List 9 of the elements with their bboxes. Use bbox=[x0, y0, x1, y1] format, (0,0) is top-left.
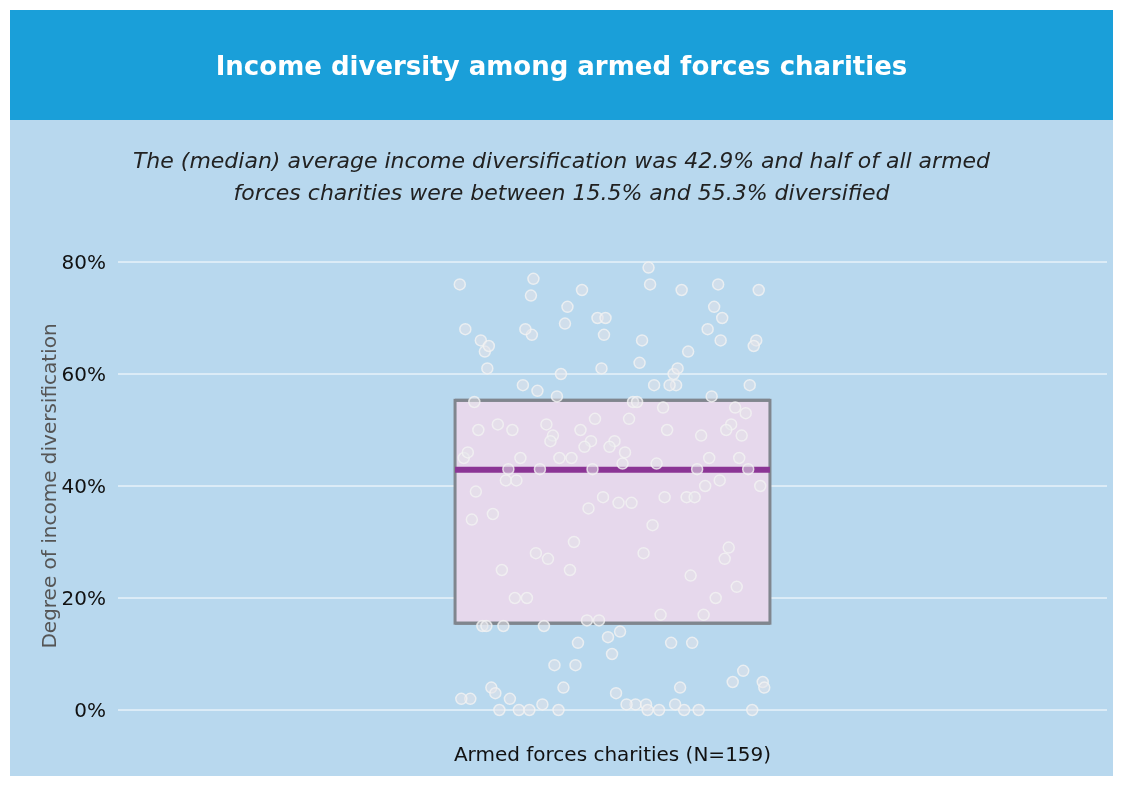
y-axis-title: Degree of income diversification bbox=[37, 323, 61, 649]
y-tick-label: 60% bbox=[61, 361, 106, 386]
x-tick-label: Armed forces charities (N=159) bbox=[453, 742, 772, 766]
chart-subtitle: The (median) average income diversification was 42.9% and half of all armed forces charities were between 15.5% and 55.3% diversified bbox=[132, 148, 992, 205]
y-tick-label: 40% bbox=[61, 473, 106, 498]
y-tick-label: 80% bbox=[61, 249, 106, 274]
chart-title: Income diversity among armed forces charities bbox=[215, 51, 908, 81]
y-tick-label: 20% bbox=[61, 585, 106, 610]
y-tick-label: 0% bbox=[74, 697, 106, 722]
